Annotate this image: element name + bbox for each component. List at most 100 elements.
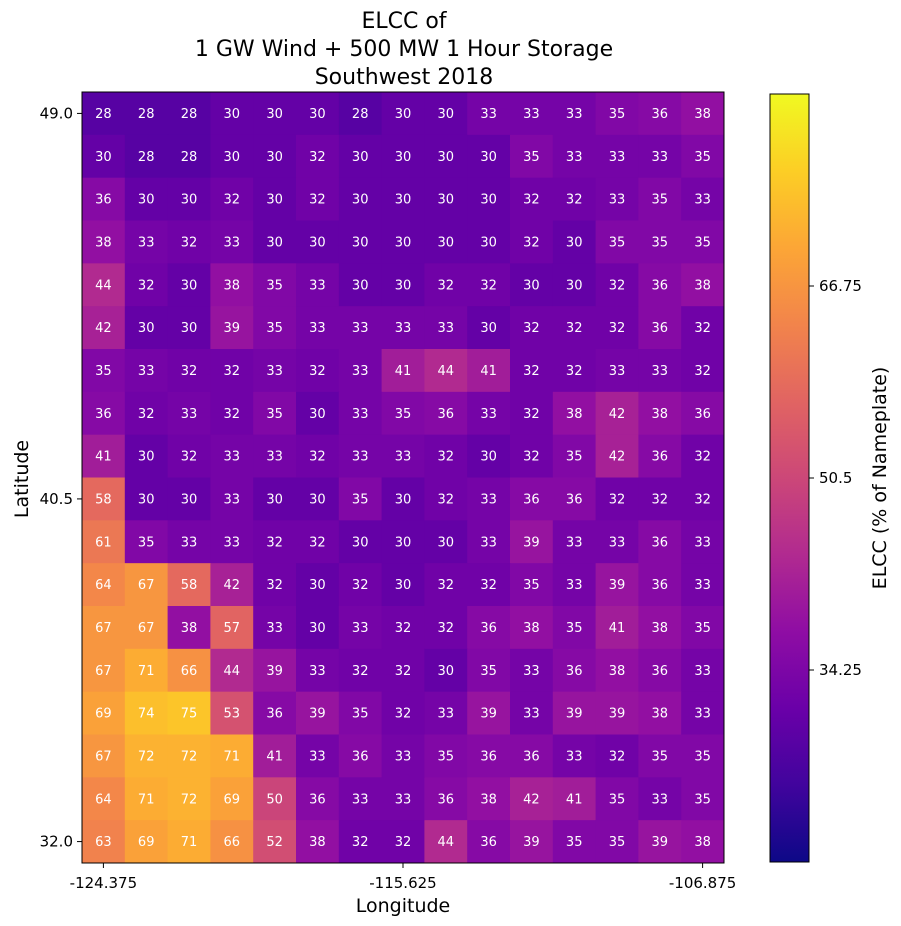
heatmap-cell	[510, 691, 554, 735]
heatmap-cell	[381, 220, 425, 264]
heatmap-cell-value: 30	[480, 235, 497, 250]
heatmap-cell	[381, 306, 425, 350]
heatmap-cell	[167, 134, 211, 179]
x-tick-label: -124.375	[70, 874, 137, 892]
heatmap-cell	[296, 691, 340, 735]
heatmap-cell	[167, 477, 211, 521]
heatmap-cell	[467, 263, 511, 307]
heatmap-cell-value: 30	[523, 278, 540, 293]
heatmap-cell	[253, 349, 297, 393]
heatmap-cell	[296, 520, 340, 564]
heatmap-cell	[210, 777, 254, 821]
heatmap-cell	[210, 606, 254, 650]
heatmap-cell	[381, 92, 425, 136]
heatmap-cell	[638, 391, 682, 436]
heatmap-cell	[681, 648, 725, 693]
heatmap-cell	[638, 477, 682, 521]
heatmap-cell	[381, 177, 425, 221]
heatmap-cell	[467, 520, 511, 564]
x-axis-ticks: -124.375 -115.625 -106.875	[70, 863, 736, 892]
heatmap-cell-value: 30	[138, 193, 155, 208]
heatmap-cell	[381, 477, 425, 521]
heatmap-cell	[296, 434, 340, 478]
heatmap-cell-value: 33	[652, 150, 669, 165]
heatmap-cell	[82, 220, 126, 264]
heatmap-cell-value: 35	[694, 792, 711, 807]
heatmap-cell-value: 33	[309, 321, 326, 336]
heatmap-cell-value: 39	[523, 535, 540, 550]
heatmap-cell-value: 30	[352, 535, 369, 550]
heatmap-cell	[210, 263, 254, 307]
heatmap-cell-value: 32	[694, 364, 711, 379]
heatmap-cell	[467, 92, 511, 136]
heatmap-cell-value: 35	[395, 407, 412, 422]
heatmap-cell-value: 35	[266, 321, 283, 336]
heatmap-cell	[510, 92, 554, 136]
heatmap-cell	[595, 734, 639, 778]
heatmap-cell	[638, 92, 682, 136]
heatmap-cell	[552, 691, 597, 735]
heatmap-cell-value: 30	[266, 150, 283, 165]
heatmap-cell	[510, 306, 554, 350]
heatmap-cell-value: 72	[138, 749, 155, 764]
heatmap-cell-value: 42	[523, 792, 540, 807]
heatmap-cell	[82, 92, 126, 136]
heatmap-cell	[467, 391, 511, 436]
heatmap-cell-value: 44	[224, 664, 241, 679]
heatmap-cell	[595, 691, 639, 735]
heatmap-cell-value: 30	[181, 492, 198, 507]
heatmap-cell	[253, 606, 297, 650]
heatmap-cell	[296, 177, 340, 221]
heatmap-cell-value: 32	[523, 321, 540, 336]
heatmap-cell	[167, 520, 211, 564]
heatmap-cell	[595, 606, 639, 650]
heatmap-cell-value: 33	[694, 578, 711, 593]
heatmap-cell	[210, 306, 254, 350]
heatmap-cell	[210, 92, 254, 136]
heatmap-cell-value: 28	[95, 107, 112, 122]
heatmap-cell-value: 36	[438, 792, 455, 807]
heatmap-cell	[253, 477, 297, 521]
heatmap-cell	[167, 691, 211, 735]
heatmap-cell-value: 35	[694, 749, 711, 764]
heatmap-cell-value: 30	[224, 107, 241, 122]
heatmap-cell-value: 38	[652, 407, 669, 422]
heatmap-cell-value: 35	[566, 835, 583, 850]
heatmap-cell-value: 72	[181, 749, 198, 764]
heatmap-cell-value: 36	[266, 707, 283, 722]
heatmap-cell-value: 36	[352, 749, 369, 764]
heatmap-cell-value: 58	[181, 578, 198, 593]
heatmap-cell-value: 39	[309, 707, 326, 722]
heatmap-cell-value: 30	[138, 321, 155, 336]
heatmap-cell-value: 67	[138, 621, 155, 636]
heatmap-cell-value: 32	[438, 450, 455, 465]
heatmap-cell	[638, 777, 682, 821]
heatmap-cell-value: 36	[566, 664, 583, 679]
heatmap-cell	[338, 177, 383, 221]
heatmap-cell-value: 32	[609, 321, 626, 336]
heatmap-cell	[338, 477, 383, 521]
heatmap-cell	[467, 563, 511, 607]
heatmap-cell-value: 30	[181, 193, 198, 208]
heatmap-cell	[124, 306, 169, 350]
heatmap-cell-value: 67	[95, 621, 112, 636]
heatmap-cell-value: 36	[480, 835, 497, 850]
heatmap-cell-value: 33	[609, 535, 626, 550]
heatmap-cell-value: 30	[566, 235, 583, 250]
heatmap-cell	[424, 734, 468, 778]
colorbar-gradient	[769, 93, 810, 863]
heatmap-cell	[381, 648, 425, 693]
heatmap-cell-value: 38	[694, 107, 711, 122]
heatmap-cell	[296, 648, 340, 693]
heatmap-cell	[253, 134, 297, 179]
heatmap-cell	[595, 820, 639, 864]
title-line-2: 1 GW Wind + 500 MW 1 Hour Storage	[195, 37, 613, 62]
heatmap-cell-value: 32	[138, 278, 155, 293]
heatmap-cell	[338, 92, 383, 136]
heatmap-cell	[510, 477, 554, 521]
heatmap-cell-value: 28	[181, 107, 198, 122]
heatmap-cell	[681, 92, 725, 136]
heatmap-cell-value: 71	[138, 664, 155, 679]
heatmap-cell-value: 28	[138, 150, 155, 165]
heatmap-cell-value: 36	[652, 278, 669, 293]
